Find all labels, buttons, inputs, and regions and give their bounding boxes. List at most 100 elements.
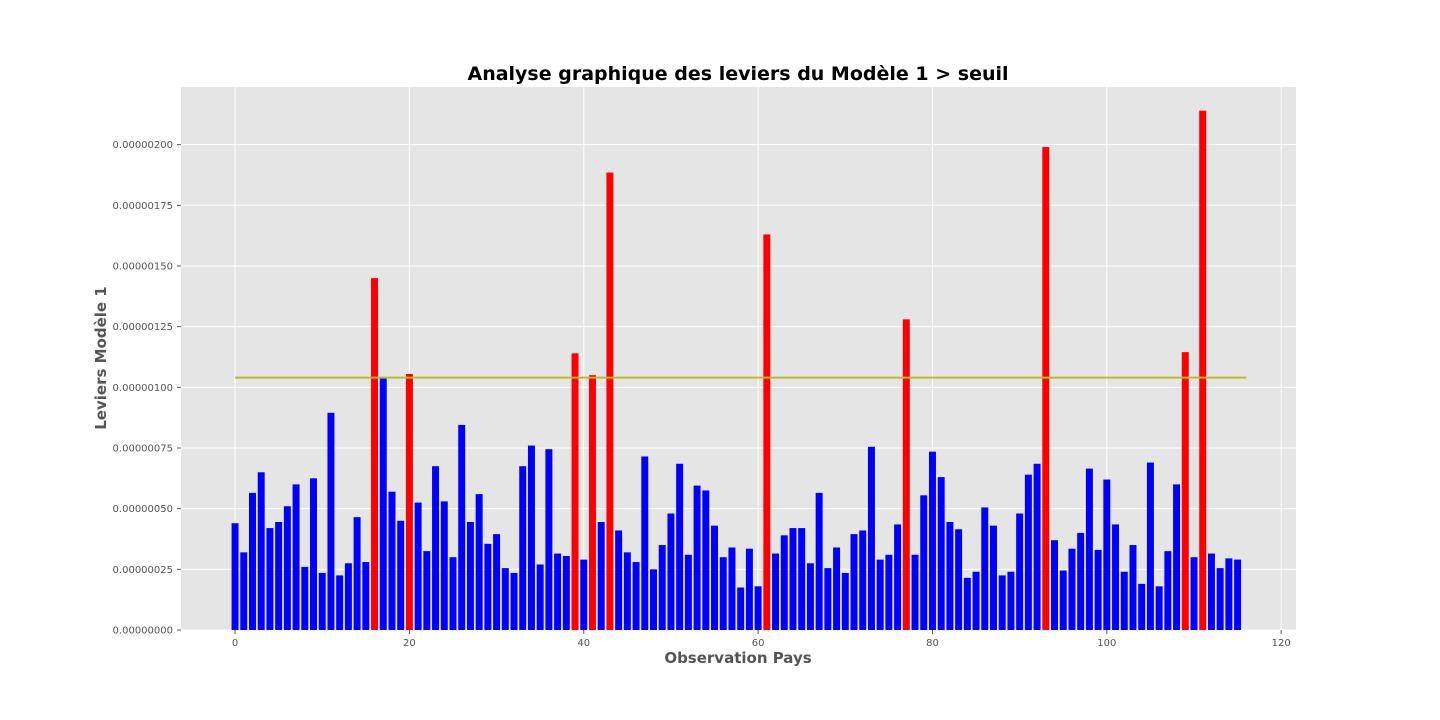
bar — [754, 586, 762, 630]
plot-background — [181, 87, 1296, 630]
x-tick-label: 120 — [1272, 638, 1291, 649]
bar — [990, 525, 997, 630]
bar — [859, 530, 867, 630]
bar — [815, 492, 823, 630]
bar — [824, 568, 832, 630]
bar — [911, 554, 919, 630]
bar — [266, 528, 274, 630]
y-axis-ticks: 0.00000000 0.00000025 0.00000050 0.00000075… — [113, 140, 181, 637]
bar — [580, 559, 588, 630]
bar — [1155, 586, 1163, 630]
x-tick-label: 100 — [1097, 638, 1116, 649]
bar — [693, 485, 701, 630]
bar — [745, 548, 753, 630]
bar — [920, 495, 928, 630]
x-tick-label: 0 — [232, 638, 238, 649]
bar — [432, 466, 440, 630]
bar — [667, 513, 675, 630]
bar — [283, 506, 291, 630]
bar — [1077, 532, 1085, 630]
x-tick-label: 40 — [577, 638, 590, 649]
bar — [588, 375, 596, 630]
bars — [231, 110, 1242, 631]
bar — [1138, 583, 1146, 630]
bar — [1207, 553, 1215, 630]
bar — [405, 373, 413, 630]
bar — [292, 484, 300, 630]
bar — [1042, 147, 1050, 630]
bar — [248, 492, 256, 630]
y-tick-label: 0.00000150 — [113, 261, 173, 272]
bar — [362, 562, 370, 630]
bar — [1016, 513, 1024, 630]
x-tick-label: 80 — [926, 638, 939, 649]
bar — [937, 477, 945, 630]
bar — [763, 234, 771, 630]
bar — [371, 278, 379, 630]
bar — [458, 424, 466, 630]
bar — [527, 445, 535, 630]
bar — [275, 522, 283, 630]
bar — [806, 563, 814, 630]
bar — [885, 554, 893, 630]
bar — [1120, 571, 1128, 630]
bar — [606, 172, 614, 630]
bar — [310, 478, 317, 630]
bar — [1225, 558, 1233, 630]
bar — [1173, 484, 1181, 630]
bar — [972, 571, 980, 630]
bar — [1051, 540, 1059, 630]
bar — [484, 543, 492, 630]
bar — [301, 566, 309, 630]
bar — [676, 463, 684, 630]
bar — [562, 555, 570, 630]
bar — [1033, 463, 1041, 630]
bar — [388, 491, 396, 630]
x-axis-label: Observation Pays — [664, 649, 811, 667]
bar — [1094, 549, 1102, 630]
bar — [928, 451, 936, 630]
bar — [423, 551, 431, 630]
bar — [1059, 570, 1067, 630]
bar — [510, 572, 518, 630]
bar — [397, 520, 405, 630]
bar — [789, 528, 797, 630]
bar — [1146, 462, 1154, 630]
y-tick-label: 0.00000025 — [113, 565, 173, 576]
bar — [981, 507, 989, 630]
y-tick-label: 0.00000000 — [113, 626, 173, 637]
bar — [554, 553, 562, 630]
bar — [501, 568, 509, 630]
bar — [493, 534, 501, 630]
bar — [1129, 545, 1137, 630]
bar — [850, 534, 858, 630]
bar — [440, 501, 448, 630]
bar — [318, 572, 326, 630]
bar — [1024, 474, 1032, 630]
y-tick-label: 0.00000175 — [113, 201, 173, 212]
bar — [1068, 548, 1076, 630]
bar — [658, 545, 666, 630]
bar — [719, 557, 727, 630]
bar — [1007, 571, 1015, 630]
bar — [711, 525, 719, 630]
bar — [946, 522, 954, 630]
bar — [780, 535, 788, 630]
bar — [894, 524, 902, 630]
bar — [475, 494, 483, 630]
bar — [798, 528, 806, 630]
bar — [379, 377, 387, 630]
bar — [623, 552, 631, 630]
y-tick-label: 0.00000075 — [113, 443, 173, 454]
y-tick-label: 0.00000100 — [113, 383, 173, 394]
y-axis-label: Leviers Modèle 1 — [92, 286, 110, 430]
bar — [737, 587, 745, 630]
bar — [336, 575, 344, 630]
bar — [1216, 568, 1224, 630]
y-tick-label: 0.00000125 — [113, 322, 173, 333]
bar — [632, 562, 640, 630]
x-axis-ticks: 0 20 40 60 80 100 120 — [232, 630, 1291, 649]
bar — [1181, 352, 1189, 630]
bar — [728, 547, 736, 630]
